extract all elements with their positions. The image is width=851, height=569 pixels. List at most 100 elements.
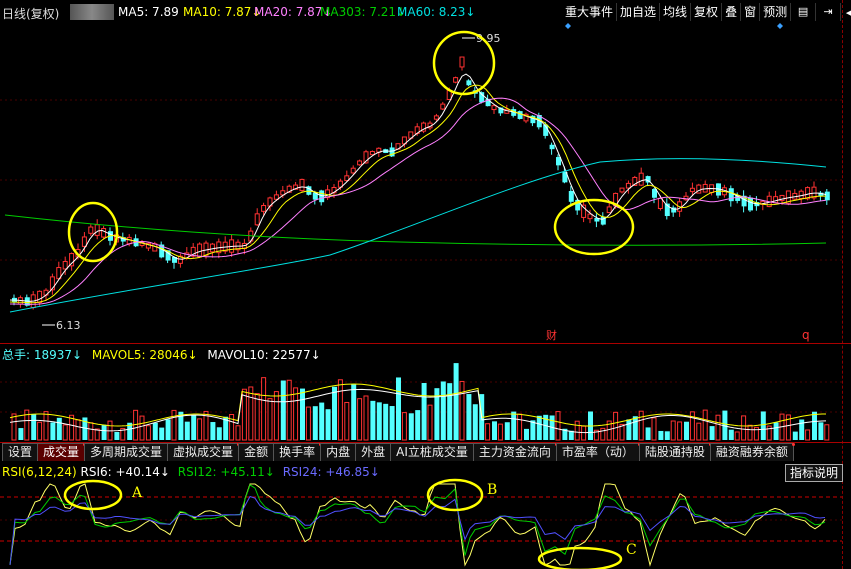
restore-button[interactable]: 复权 <box>691 3 723 21</box>
avg-line-button[interactable]: 均线 <box>660 3 692 21</box>
candle-down <box>671 207 677 213</box>
volume-bar-down <box>210 422 216 440</box>
candle-down <box>172 256 177 263</box>
volume-bar-up <box>305 406 311 441</box>
events-button[interactable]: 重大事件 <box>562 3 618 21</box>
volume-bar-up <box>69 414 75 441</box>
volume-bar-up <box>600 427 606 441</box>
volume-bar-up <box>702 409 708 441</box>
tab-6[interactable]: 内盘 <box>320 443 357 461</box>
volume-bar-down <box>434 388 440 440</box>
volume-bar-up <box>254 393 260 441</box>
period-label[interactable]: 日线(复权) <box>2 7 60 21</box>
volume-bar-up <box>619 423 625 441</box>
volume-bar-up <box>651 417 657 441</box>
candle-down <box>530 115 536 124</box>
candle-up <box>286 185 292 193</box>
candle-down <box>575 199 581 211</box>
toolbar: 重大事件 加自选 均线 复权 叠 窗 预测 ▤ ⇥ ◀ <box>562 3 851 21</box>
tab-3[interactable]: 虚拟成交量 <box>167 443 241 461</box>
volume-bar-up <box>11 413 17 441</box>
volume-bar-up <box>235 425 241 441</box>
tab-12[interactable]: 融资融券余额 <box>709 443 795 461</box>
tab-11[interactable]: 陆股通持股 <box>638 443 712 461</box>
rsi-title: RSI(6,12,24) <box>2 465 77 479</box>
mavol10-value: MAVOL10: 22577↓ <box>207 348 321 362</box>
volume-header: 总手: 18937↓ MAVOL5: 28046↓ MAVOL10: 22577… <box>2 346 321 363</box>
volume-bar-up <box>606 420 612 441</box>
volume-bar-up <box>824 424 830 441</box>
volume-bar-down <box>82 417 88 440</box>
ma303-line <box>4 214 827 246</box>
indicator-tabs: 设置 成交量 多周期成交量 虚拟成交量 金额 换手率 内盘 外盘 AI立桩成交量 主力资金流向 市盈… <box>2 443 795 462</box>
volume-bar-down <box>684 421 689 440</box>
volume-bar-down <box>18 428 24 440</box>
volume-bar-down <box>524 428 529 440</box>
tab-2[interactable]: 多周期成交量 <box>84 443 169 461</box>
volume-bar-down <box>223 416 229 440</box>
volume-bar-up <box>734 431 740 441</box>
grid-icon[interactable]: ▤ <box>791 3 817 21</box>
volume-bar-up <box>286 379 292 441</box>
overlay-button[interactable]: 叠 <box>722 3 742 21</box>
volume-bar-up <box>248 386 254 441</box>
ma303-value: MA303: 7.21↓ <box>320 5 407 19</box>
tab-7[interactable]: 外盘 <box>355 443 392 461</box>
candle-up <box>657 197 663 209</box>
candle-down <box>562 172 568 183</box>
tab-0[interactable]: 设置 <box>2 443 39 461</box>
candle-up <box>459 56 465 68</box>
volume-bar-up <box>229 413 235 441</box>
close-icon[interactable]: ◀ <box>845 5 851 19</box>
candle-up <box>440 103 446 110</box>
indicator-explain-button[interactable]: 指标说明 <box>784 464 843 482</box>
volume-bar-up <box>689 411 695 441</box>
volume-bar-up <box>139 415 145 441</box>
candle-down <box>485 98 491 107</box>
rsi-header: RSI(6,12,24) RSI6: +40.14↓ RSI12: +45.11… <box>2 465 380 479</box>
tab-10[interactable]: 市盈率（动） <box>555 443 641 461</box>
volume-bar-up <box>753 426 759 441</box>
tab-4[interactable]: 金额 <box>238 443 275 461</box>
event-diamond-icon <box>777 23 783 29</box>
candle-down <box>556 157 561 166</box>
volume-bar-down <box>56 417 62 440</box>
candle-down <box>120 237 126 242</box>
tab-9[interactable]: 主力资金流向 <box>472 443 558 461</box>
exit-icon[interactable]: ⇥ <box>816 3 842 21</box>
volume-bar-up <box>485 423 491 441</box>
volume-bar-down <box>568 430 574 440</box>
volume-bar-up <box>344 401 350 441</box>
add-favorite-button[interactable]: 加自选 <box>617 3 661 21</box>
candle-up <box>683 195 689 201</box>
forecast-button[interactable]: 预测 <box>760 3 792 21</box>
candle-up <box>101 228 107 238</box>
volume-bar-down <box>165 419 171 440</box>
rsi12-line <box>9 484 826 566</box>
candle-up <box>49 276 55 291</box>
tab-5[interactable]: 换手率 <box>273 443 323 461</box>
tab-8[interactable]: AI立桩成交量 <box>390 443 474 461</box>
candle-down <box>664 203 670 217</box>
window-button[interactable]: 窗 <box>741 3 761 21</box>
candle-up <box>523 113 529 122</box>
volume-bar-up <box>497 423 503 441</box>
volume-bar-down <box>31 414 37 440</box>
candle-up <box>638 172 644 186</box>
volume-bar-up <box>24 409 30 441</box>
q-marker[interactable]: q <box>802 328 810 342</box>
candle-down <box>549 144 555 150</box>
candle-up <box>491 105 497 111</box>
volume-bar-down <box>504 422 510 440</box>
candle-up <box>357 160 363 166</box>
highlight-circle <box>67 201 119 263</box>
volume-bar-down <box>415 410 421 440</box>
mavol10-line <box>9 388 827 434</box>
candle-down <box>159 244 165 258</box>
volume-bar-up <box>696 422 702 441</box>
financial-report-marker[interactable]: 财 <box>546 329 557 342</box>
tab-1[interactable]: 成交量 <box>37 443 87 461</box>
candle-up <box>254 213 260 226</box>
rsi12-value: RSI12: +45.11↓ <box>177 465 275 479</box>
